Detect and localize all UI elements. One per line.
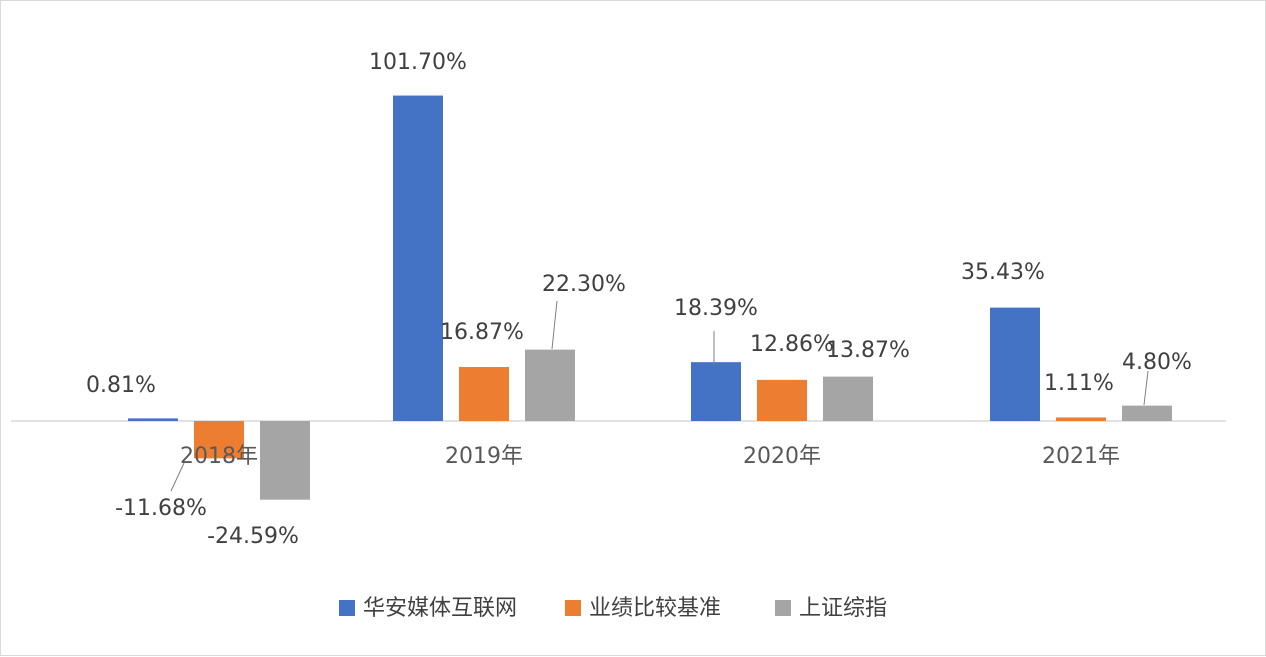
data-label-4-2: 1.11% — [1044, 371, 1114, 396]
data-label-4-3: 4.80% — [1122, 350, 1192, 375]
bar-4-2 — [1056, 417, 1106, 421]
data-label-3-3: 13.87% — [826, 338, 910, 363]
bar-1-2 — [194, 421, 244, 459]
data-label-2-2: 16.87% — [440, 320, 524, 345]
legend-label-1: 华安媒体互联网 — [363, 596, 517, 621]
legend-label-2: 业绩比较基准 — [589, 596, 721, 621]
data-label-3-2: 12.86% — [750, 332, 834, 357]
bar-2-2 — [459, 367, 509, 421]
x-tick-label-1: 2018年 — [180, 444, 258, 469]
bar-3-1 — [691, 362, 741, 421]
legend-label-3: 上证综指 — [799, 596, 887, 621]
bar-1-3 — [260, 421, 310, 500]
leader-line-1 — [170, 462, 185, 492]
bar-2-3 — [525, 349, 575, 421]
legend-swatch-1 — [339, 600, 355, 616]
data-label-1-3: -24.59% — [207, 524, 299, 549]
data-label-2-1: 101.70% — [369, 50, 467, 75]
data-label-4-1: 35.43% — [961, 260, 1045, 285]
bar-3-2 — [757, 379, 807, 421]
bar-3-3 — [823, 376, 873, 421]
x-tick-label-4: 2021年 — [1042, 444, 1120, 469]
data-label-3-1: 18.39% — [674, 296, 758, 321]
x-tick-label-3: 2020年 — [743, 444, 821, 469]
bar-4-3 — [1122, 405, 1172, 421]
data-label-2-3: 22.30% — [542, 272, 626, 297]
leader-line-4 — [1143, 370, 1149, 406]
bar-2-1 — [393, 95, 443, 421]
bar-1-1 — [128, 418, 178, 421]
bar-4-1 — [990, 307, 1040, 421]
data-label-1-1: 0.81% — [86, 373, 156, 398]
legend-swatch-3 — [775, 600, 791, 616]
data-label-1-2: -11.68% — [115, 496, 207, 521]
leader-line-3 — [551, 300, 558, 350]
x-tick-label-2: 2019年 — [445, 444, 523, 469]
legend-swatch-2 — [565, 600, 581, 616]
